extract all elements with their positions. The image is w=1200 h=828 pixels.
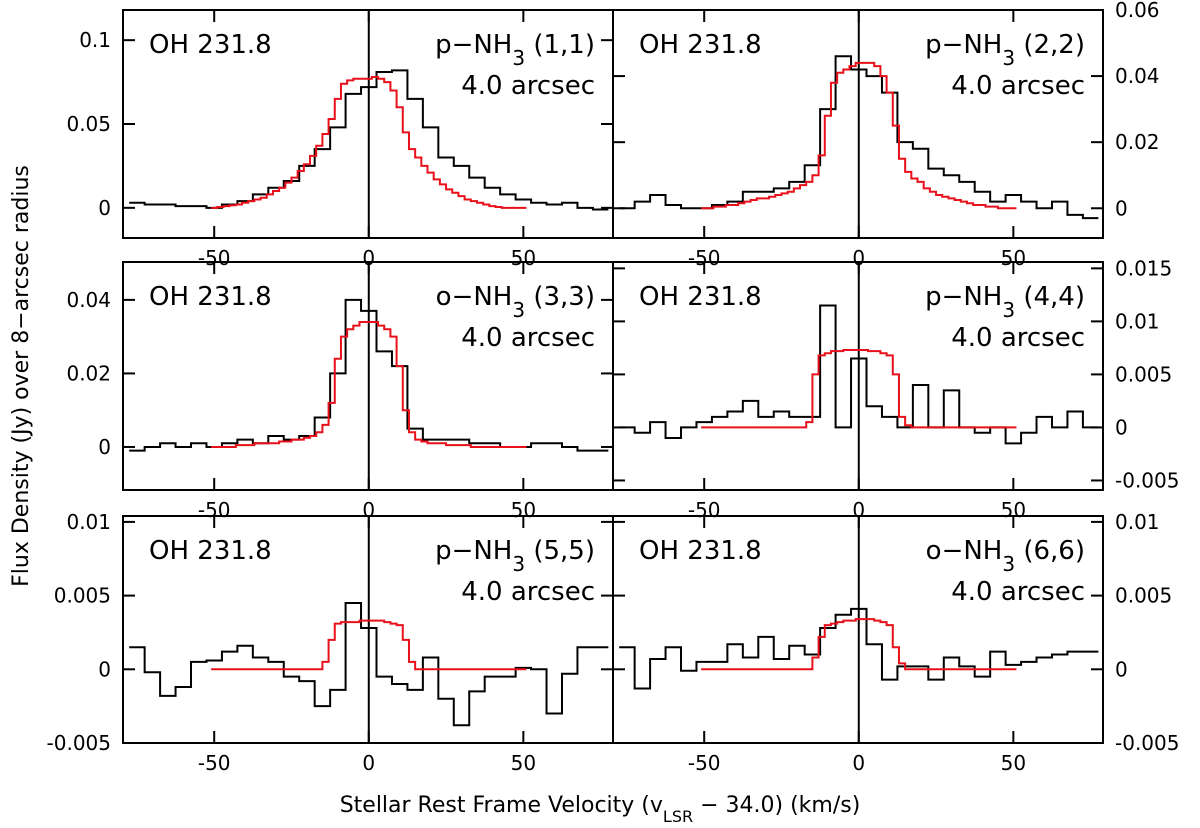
source-label: OH 231.8 bbox=[149, 282, 272, 312]
aperture-label: 4.0 arcsec bbox=[461, 71, 595, 101]
x-tick-label: 0 bbox=[852, 246, 865, 270]
y-tick-label: -0.005 bbox=[47, 731, 111, 755]
x-title-text: − 34.0) (km/s) bbox=[693, 793, 860, 818]
y-tick-label: 0 bbox=[1115, 196, 1128, 220]
y-tick-label: 0.1 bbox=[79, 28, 111, 52]
spectrum bbox=[211, 619, 527, 671]
spectrum bbox=[701, 61, 1017, 210]
spectrum bbox=[701, 618, 1017, 671]
source-label: OH 231.8 bbox=[639, 282, 762, 312]
x-title-text: Stellar Rest Frame Velocity (v bbox=[340, 793, 663, 818]
spectrum bbox=[211, 76, 527, 209]
transition-label: p−NH3 (5,5) bbox=[435, 536, 595, 576]
x-title-subscript: LSR bbox=[663, 807, 693, 826]
y-tick-label: 0.04 bbox=[1115, 64, 1160, 88]
molecule: p−NH bbox=[925, 282, 1002, 312]
y-tick-label: 0.01 bbox=[66, 510, 111, 534]
spectrum bbox=[129, 601, 609, 727]
aperture-label: 4.0 arcsec bbox=[951, 577, 1085, 607]
molecule: o−NH bbox=[436, 282, 513, 312]
spectrum bbox=[619, 304, 1099, 445]
y-tick-label: 0.005 bbox=[1115, 584, 1172, 608]
molecule: p−NH bbox=[435, 30, 512, 60]
y-tick-label: 0 bbox=[1115, 415, 1128, 439]
y-tick-label: 0.02 bbox=[66, 361, 111, 385]
transition: (5,5) bbox=[525, 536, 595, 566]
x-tick-label: 50 bbox=[511, 751, 536, 775]
aperture-label: 4.0 arcsec bbox=[461, 323, 595, 353]
y-tick-label: 0.015 bbox=[1115, 256, 1172, 280]
source-label: OH 231.8 bbox=[639, 536, 762, 566]
aperture-label: 4.0 arcsec bbox=[951, 323, 1085, 353]
y-tick-label: 0.02 bbox=[1115, 130, 1160, 154]
transition: (2,2) bbox=[1015, 30, 1085, 60]
source-label: OH 231.8 bbox=[149, 30, 272, 60]
y-tick-label: 0 bbox=[98, 196, 111, 220]
source-label: OH 231.8 bbox=[639, 30, 762, 60]
x-axis-title: Stellar Rest Frame Velocity (vLSR − 34.0… bbox=[340, 793, 861, 826]
transition-label: o−NH3 (3,3) bbox=[436, 282, 595, 322]
transition: (3,3) bbox=[525, 282, 595, 312]
y-tick-label: 0.01 bbox=[1115, 510, 1160, 534]
y-tick-label: 0.005 bbox=[1115, 362, 1172, 386]
x-tick-label: 0 bbox=[852, 751, 865, 775]
x-tick-label: -50 bbox=[198, 751, 231, 775]
molecule-subscript: 3 bbox=[512, 298, 525, 322]
molecule-subscript: 3 bbox=[512, 552, 525, 576]
y-axis-title: Flux Density (Jy) over 8−arcsec radius bbox=[9, 165, 34, 587]
source-label: OH 231.8 bbox=[149, 536, 272, 566]
y-tick-label: 0.05 bbox=[66, 112, 111, 136]
y-tick-label: 0 bbox=[98, 435, 111, 459]
molecule-subscript: 3 bbox=[1002, 46, 1015, 70]
molecule-subscript: 3 bbox=[512, 46, 525, 70]
spectrum bbox=[701, 349, 1017, 429]
molecule: p−NH bbox=[925, 30, 1002, 60]
molecule: o−NH bbox=[926, 536, 1003, 566]
transition-label: p−NH3 (1,1) bbox=[435, 30, 595, 70]
y-tick-label: 0 bbox=[1115, 657, 1128, 681]
x-tick-label: 50 bbox=[1001, 751, 1026, 775]
molecule-subscript: 3 bbox=[1002, 298, 1015, 322]
transition-label: p−NH3 (4,4) bbox=[925, 282, 1085, 322]
spectrum bbox=[211, 320, 527, 448]
molecule-subscript: 3 bbox=[1002, 552, 1015, 576]
y-tick-label: -0.005 bbox=[1115, 731, 1179, 755]
x-tick-label: -50 bbox=[688, 751, 721, 775]
y-tick-label: 0 bbox=[98, 657, 111, 681]
aperture-label: 4.0 arcsec bbox=[951, 71, 1085, 101]
y-tick-label: 0.01 bbox=[1115, 309, 1160, 333]
y-tick-label: -0.005 bbox=[1115, 468, 1179, 492]
transition: (6,6) bbox=[1015, 536, 1085, 566]
y-tick-label: 0.06 bbox=[1115, 0, 1160, 22]
transition-label: p−NH3 (2,2) bbox=[925, 30, 1085, 70]
molecule: p−NH bbox=[435, 536, 512, 566]
x-tick-label: 0 bbox=[362, 246, 375, 270]
x-tick-label: 0 bbox=[362, 751, 375, 775]
y-tick-label: 0.04 bbox=[66, 288, 111, 312]
y-tick-label: 0.005 bbox=[54, 584, 111, 608]
spectrum bbox=[619, 607, 1099, 690]
spectrum bbox=[129, 69, 609, 211]
transition: (4,4) bbox=[1015, 282, 1085, 312]
transition-label: o−NH3 (6,6) bbox=[926, 536, 1085, 576]
transition: (1,1) bbox=[525, 30, 595, 60]
aperture-label: 4.0 arcsec bbox=[461, 577, 595, 607]
